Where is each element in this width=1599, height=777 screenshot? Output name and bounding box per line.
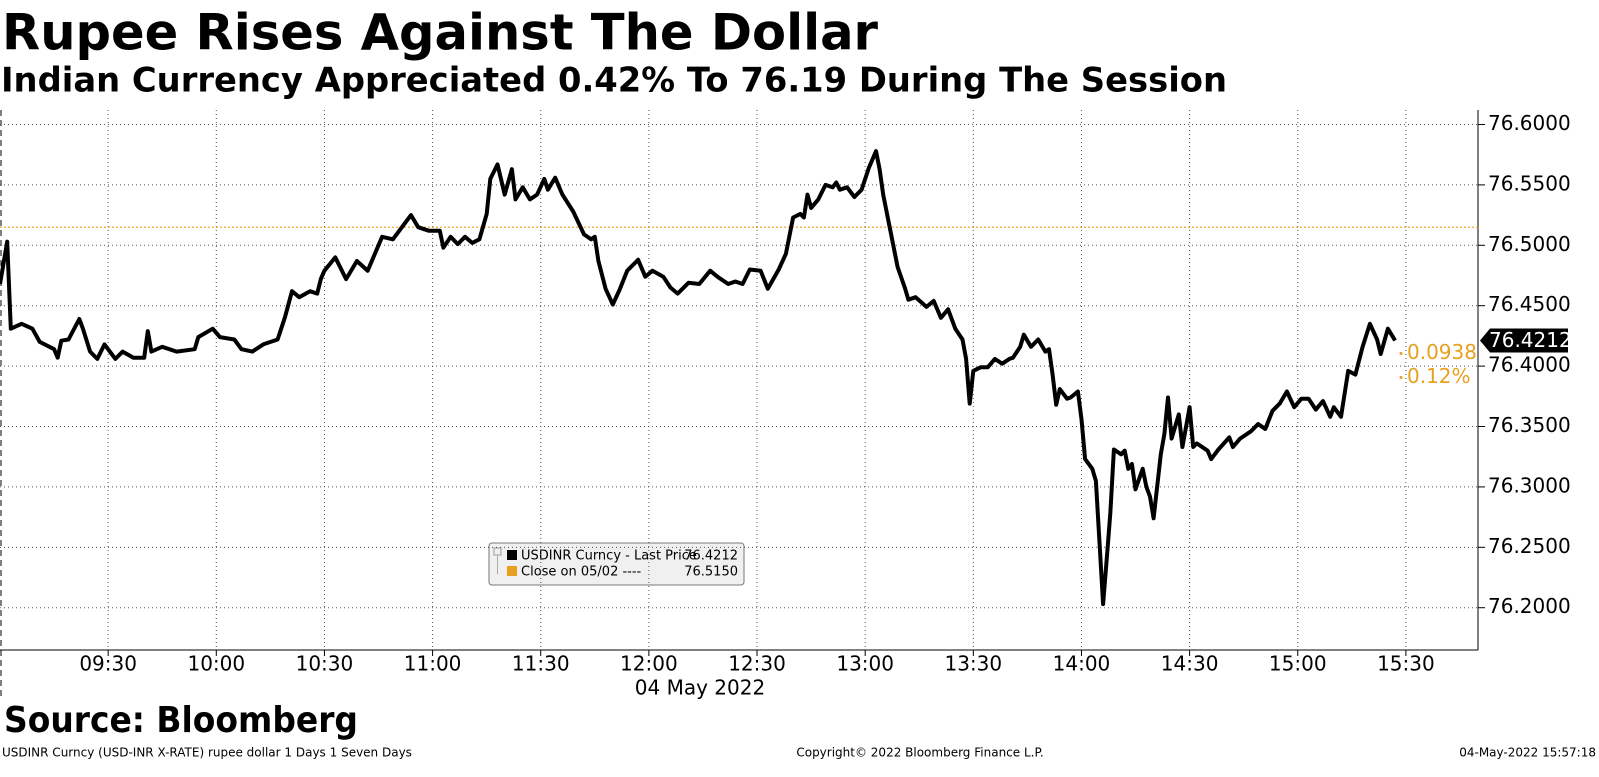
x-tick-label: 14:00 [1053,652,1111,676]
footer-right: 04-May-2022 15:57:18 [1459,746,1596,760]
change-value: 0.0938 [1407,340,1477,364]
x-tick-label: 15:00 [1269,652,1327,676]
x-tick-label: 12:00 [620,652,678,676]
legend-toggle[interactable] [493,547,502,556]
legend-label: USDINR Curncy - Last Price [521,549,697,564]
x-tick-label: 14:30 [1161,652,1219,676]
y-tick-label: 76.3000 [1488,473,1571,497]
x-tick-label: 09:30 [79,652,137,676]
source: Source: Bloomberg [4,700,358,741]
legend-swatch [507,566,517,576]
legend-swatch [507,550,517,560]
y-tick-label: 76.2500 [1488,534,1571,558]
x-axis-label: 04 May 2022 [635,676,765,700]
y-tick-label: 76.4000 [1488,353,1571,377]
x-tick-label: 15:30 [1377,652,1435,676]
x-tick-label: 13:30 [944,652,1002,676]
y-tick-label: 76.3500 [1488,413,1571,437]
chart-title: Rupee Rises Against The Dollar [2,4,878,62]
y-tick-label: 76.5000 [1488,232,1571,256]
x-tick-label: 11:30 [512,652,570,676]
legend-box [488,542,745,586]
x-tick-label: 11:00 [404,652,462,676]
x-tick-label: 10:30 [296,652,354,676]
chart-subtitle: Indian Currency Appreciated 0.42% To 76.… [1,61,1227,101]
change-dot [1399,375,1403,379]
legend-label: Close on 05/02 ---- [521,565,642,580]
footer-center: Copyright© 2022 Bloomberg Finance L.P. [796,746,1043,760]
y-tick-label: 76.2000 [1488,594,1571,618]
change-percent: 0.12% [1407,364,1471,388]
change-dot [1399,351,1403,355]
x-tick-label: 12:30 [728,652,786,676]
last-price-tag [1480,328,1568,353]
legend-value: 76.5150 [684,565,738,580]
y-tick-label: 76.5500 [1488,171,1571,195]
x-tick-label: 13:00 [836,652,894,676]
y-tick-label: 76.4500 [1488,292,1571,316]
x-tick-label: 10:00 [187,652,245,676]
footer-left: USDINR Curncy (USD-INR X-RATE) rupee dol… [2,746,412,760]
price-line [0,149,1397,607]
y-tick-label: 76.6000 [1488,111,1571,135]
legend-value: 76.4212 [684,549,738,564]
last-price-label: 76.4212 [1489,328,1572,352]
